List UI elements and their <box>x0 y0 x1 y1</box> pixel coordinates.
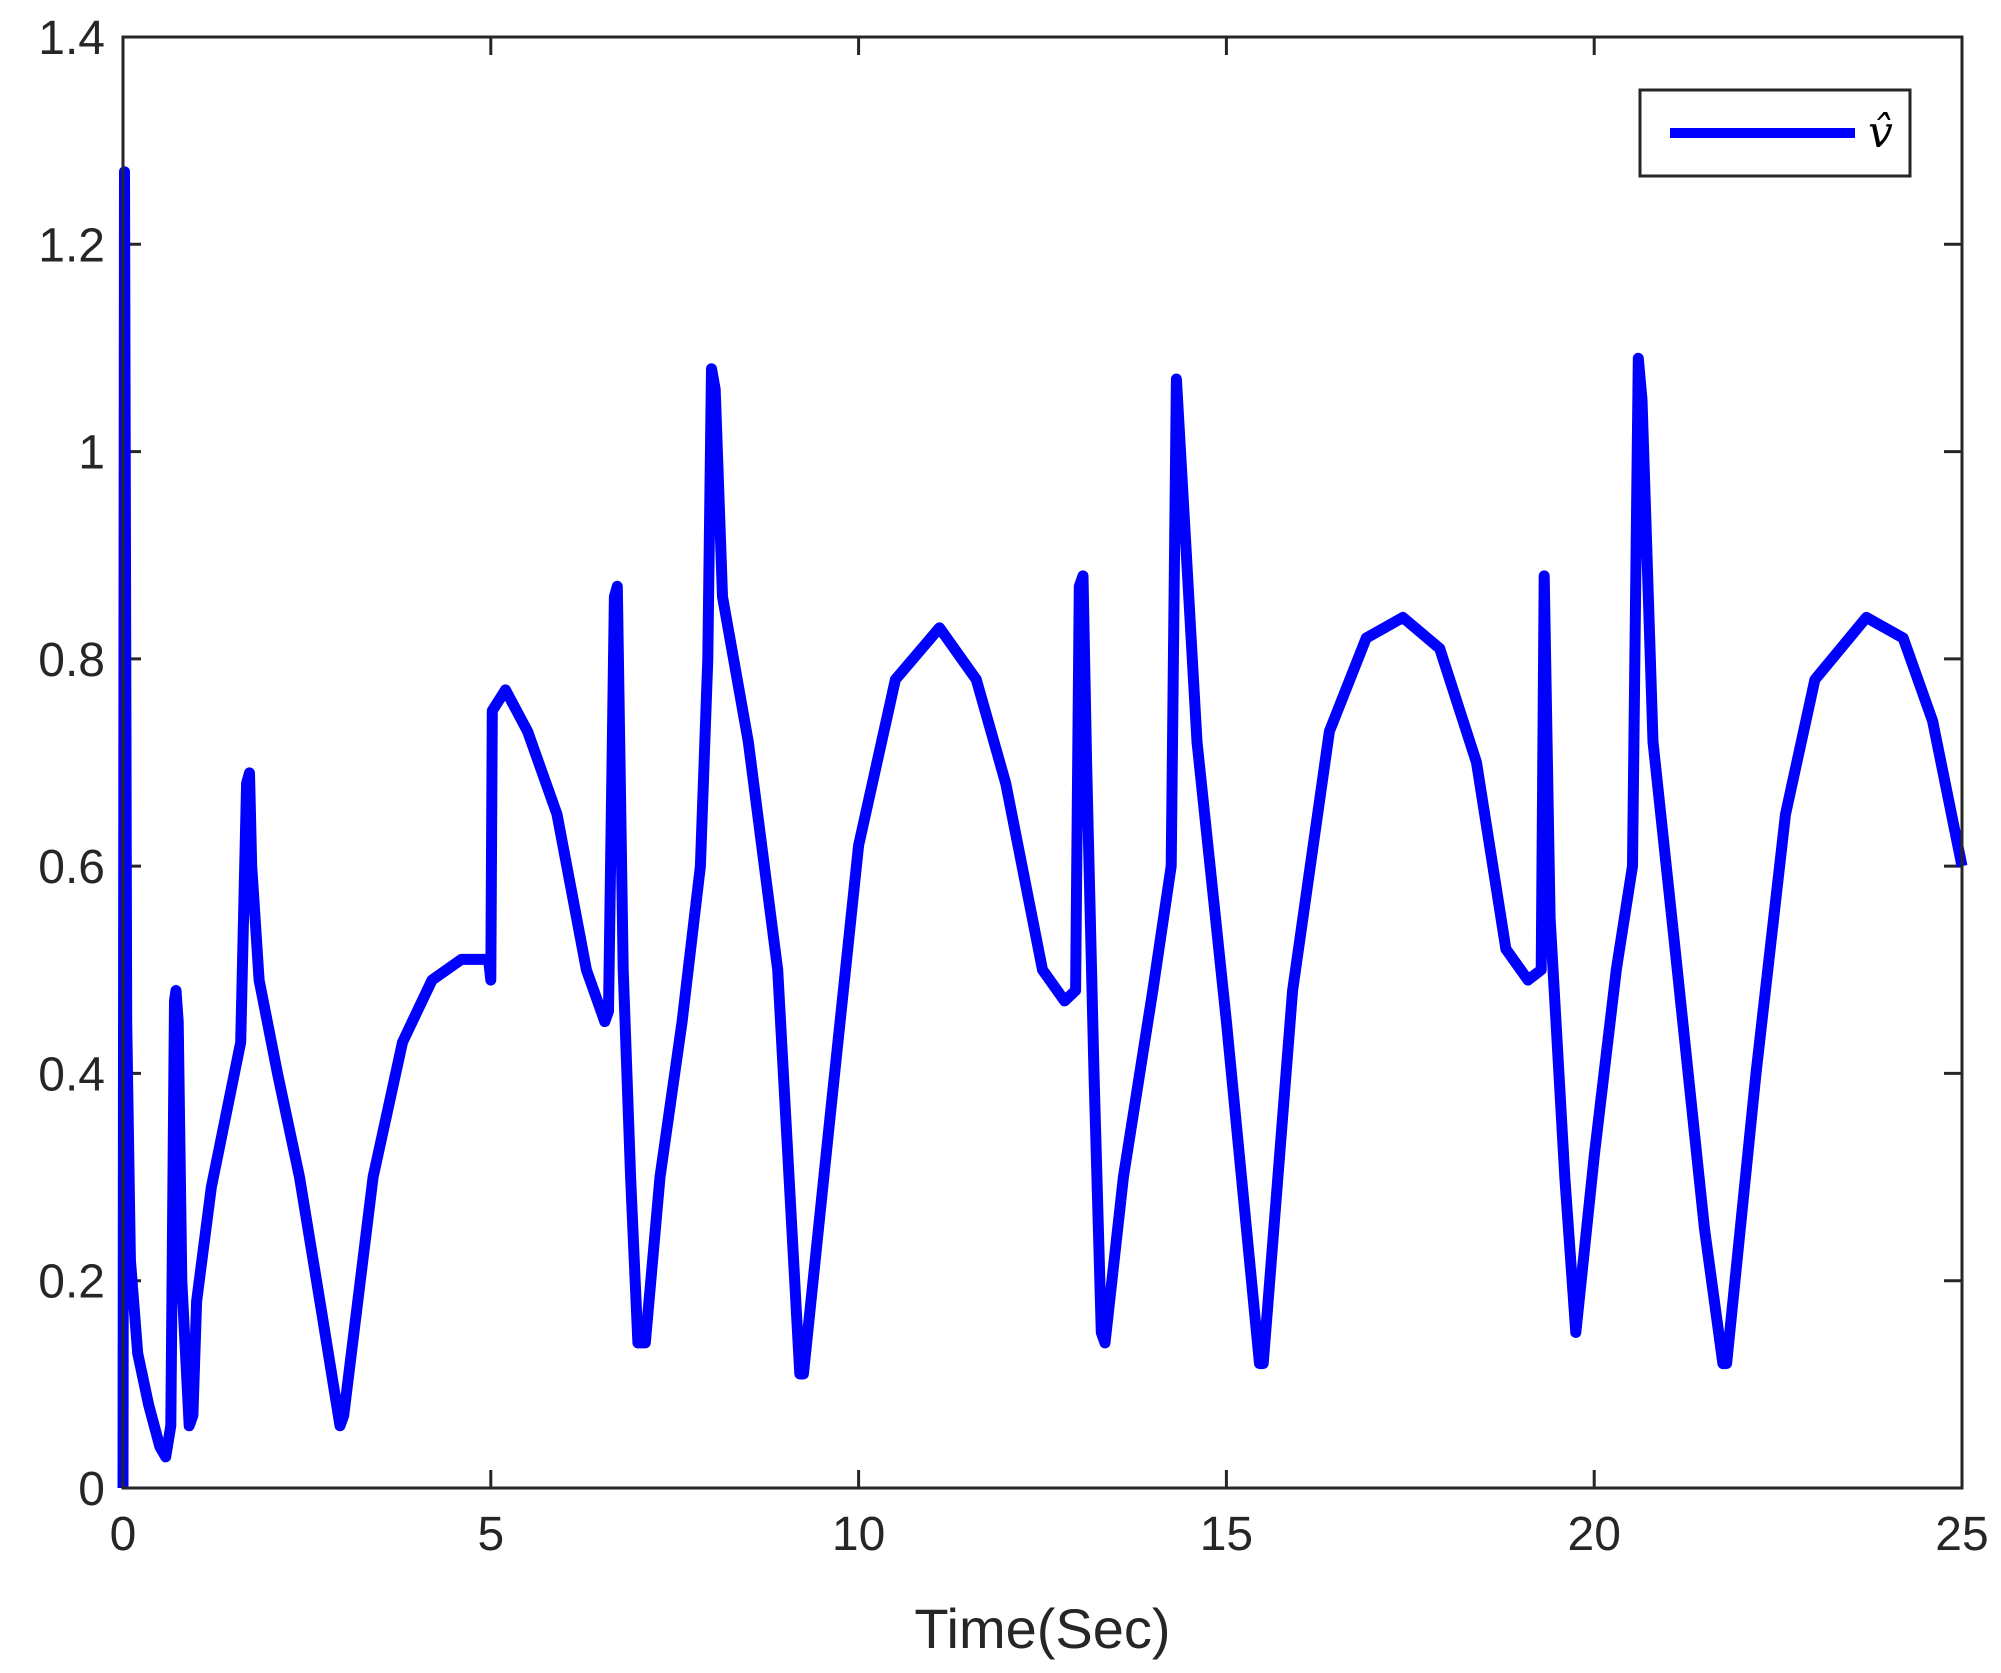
plot-frame <box>121 35 1964 1490</box>
y-tick-label: 0.2 <box>38 1256 105 1309</box>
series-line-0 <box>117 166 1968 1489</box>
y-tick-label: 0.8 <box>38 634 105 687</box>
x-tick-label: 5 <box>477 1508 504 1561</box>
series-layer <box>117 166 1968 1489</box>
x-tick-label: 25 <box>1935 1508 1988 1561</box>
x-tick-label: 0 <box>110 1508 137 1561</box>
x-tick-label: 15 <box>1200 1508 1253 1561</box>
y-tick-label: 0 <box>78 1463 105 1516</box>
y-tick-label: 0.6 <box>38 841 105 894</box>
x-tick-label: 10 <box>832 1508 885 1561</box>
y-tick-label: 1.4 <box>38 12 105 65</box>
legend-entry-label: v̂ <box>1868 107 1893 158</box>
axis-tick-labels: 0 5 10 15 20 25 0 0.2 0.4 0.6 0.8 1 1.2 1.4 <box>38 12 1988 1561</box>
y-tick-label: 1 <box>78 427 105 480</box>
legend: v̂ <box>1638 88 1912 178</box>
x-tick-label: 20 <box>1568 1508 1621 1561</box>
y-tick-label: 0.4 <box>38 1048 105 1101</box>
x-axis-label: Time(Sec) <box>914 1597 1170 1660</box>
y-tick-label: 1.2 <box>38 219 105 272</box>
